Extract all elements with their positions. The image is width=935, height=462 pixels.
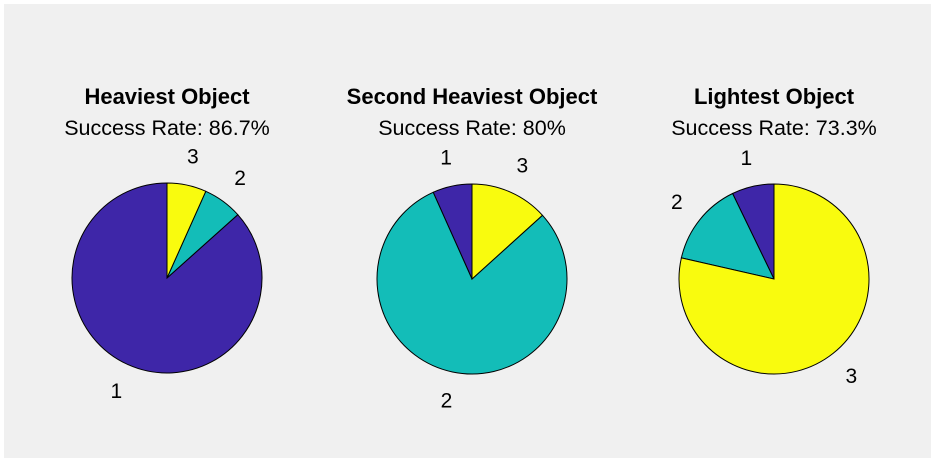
pie-slice-2 [376, 191, 568, 375]
pie-slice-2 [680, 192, 775, 280]
pie-chart-1: Heaviest Object Success Rate: 86.7% 1 2 3 [64, 84, 270, 403]
pie-slice-3 [678, 183, 870, 375]
slice-label-2: 2 [671, 191, 683, 214]
pie-slice-3 [166, 182, 207, 279]
slice-label-3: 3 [516, 155, 528, 178]
slice-label-1: 1 [440, 147, 452, 170]
slice-label-1: 1 [111, 380, 123, 403]
pie-chart-2: Second Heaviest Object Success Rate: 80% 1… [347, 84, 598, 412]
figure: Heaviest Object Success Rate: 86.7% 1 2 3 Sec… [4, 4, 931, 458]
slice-label-3: 3 [845, 365, 857, 388]
slice-label-2: 2 [441, 389, 453, 412]
chart-subtitle: Success Rate: 73.3% [671, 116, 877, 140]
slice-label-1: 1 [740, 147, 752, 170]
pie-chart-3: Lightest Object Success Rate: 73.3% 1 2 3 [671, 84, 877, 388]
chart-subtitle: Success Rate: 86.7% [64, 116, 270, 140]
chart-title: Lightest Object [694, 84, 855, 109]
chart-title: Second Heaviest Object [347, 84, 598, 109]
chart-title: Heaviest Object [84, 84, 250, 109]
slice-label-2: 2 [234, 167, 246, 190]
chart-subtitle: Success Rate: 80% [378, 116, 566, 140]
slice-label-3: 3 [187, 146, 199, 169]
pie-slice-3 [471, 183, 544, 281]
